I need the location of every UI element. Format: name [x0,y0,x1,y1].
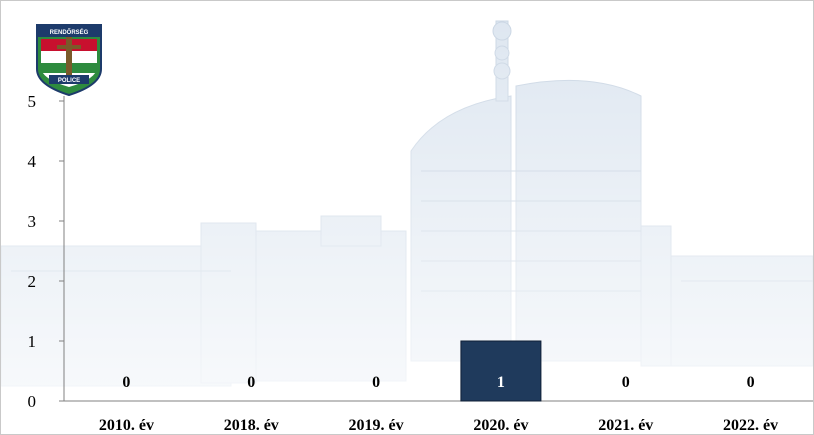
logo-top-text: RENDŐRSÉG [50,28,89,36]
y-axis-ticks: 0 1 2 3 4 5 [28,92,64,411]
x-category-label: 2010. év [99,417,154,434]
data-label: 1 [497,374,505,391]
y-tick-label: 3 [28,212,37,231]
x-category-label: 2021. év [598,417,653,434]
data-label: 0 [747,374,755,391]
data-label: 0 [622,374,630,391]
x-category-label: 2018. év [224,417,279,434]
data-labels: 0 0 0 1 0 0 [122,374,754,391]
y-tick-label: 0 [28,392,37,411]
y-tick-label: 4 [28,152,37,171]
data-label: 0 [372,374,380,391]
police-shield-icon: RENDŐRSÉG POLICE [36,24,102,97]
logo-bottom-text: POLICE [58,78,80,84]
y-tick-label: 1 [28,332,37,351]
data-label: 0 [122,374,130,391]
chart-axes [63,96,813,402]
bar-series [460,340,542,402]
y-tick-label: 2 [28,272,37,291]
y-tick-label: 5 [28,92,37,111]
data-label: 0 [247,374,255,391]
x-axis-categories: 2010. év 2018. év 2019. év 2020. év 2021. év… [99,417,778,434]
x-category-label: 2019. év [349,417,404,434]
x-category-label: 2020. év [473,417,528,434]
x-category-label: 2022. év [723,417,778,434]
bar [460,340,542,402]
